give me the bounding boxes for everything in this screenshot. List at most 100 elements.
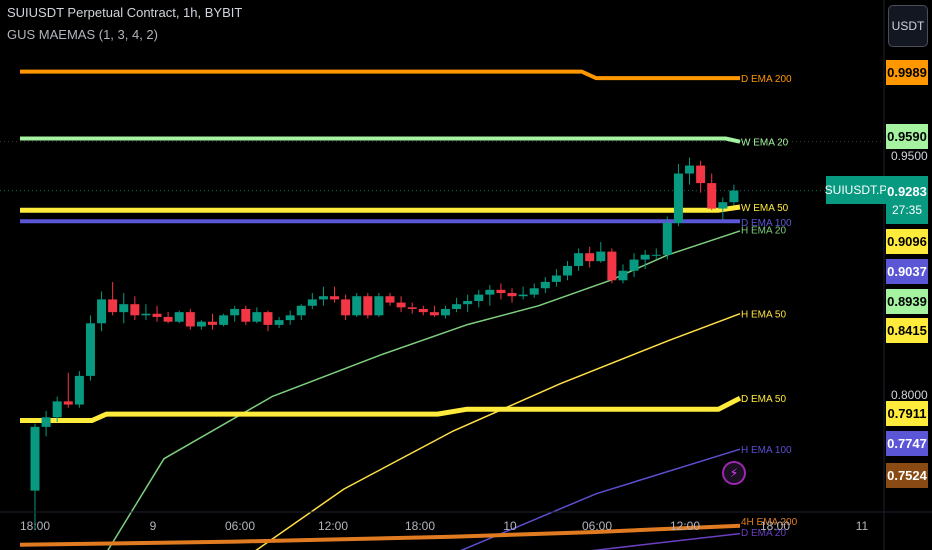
candle-body [396, 302, 406, 308]
y-tick-label: 0.8000 [891, 388, 928, 402]
candle-body [496, 289, 506, 294]
candle-body [85, 323, 95, 376]
candle-body [618, 270, 628, 281]
line-name-label: H EMA 100 [741, 445, 792, 456]
candle-body [108, 299, 118, 313]
candle-body [152, 313, 162, 317]
last-price-value: 0.9283 [887, 183, 927, 199]
candle-body [185, 312, 195, 327]
x-tick-label: 18:00 [760, 519, 790, 533]
symbol-price-label: SUIUSDT.P [825, 176, 887, 204]
line-name-label: D EMA 200 [741, 74, 792, 85]
currency-button[interactable]: USDT [888, 5, 928, 47]
candle-body [629, 259, 639, 271]
candle-body [318, 296, 328, 300]
candle-body [208, 321, 217, 325]
price-tag-w-ema-20: 0.9590 [886, 124, 928, 149]
x-tick-label: 9 [150, 519, 157, 533]
price-tag-d-ema-100: 0.9037 [886, 259, 928, 284]
chart-title[interactable]: SUIUSDT Perpetual Contract, 1h, BYBIT [7, 5, 243, 20]
candle-body [119, 304, 129, 313]
x-tick-label: 06:00 [582, 519, 612, 533]
x-tick-label: 12:00 [670, 519, 700, 533]
candle-body [141, 313, 151, 316]
candle-body [529, 288, 539, 295]
candle-body [219, 315, 229, 325]
ema-line-4h-ema-200 [19, 523, 741, 547]
candle-body [673, 173, 683, 223]
ema-line-d-ema-50 [20, 395, 742, 423]
candle-body [563, 265, 572, 276]
candle-body [196, 321, 206, 327]
candle-body [252, 312, 262, 322]
indicator-label[interactable]: GUS MAEMAS (1, 3, 4, 2) [7, 27, 158, 42]
candle-body [97, 299, 107, 324]
candle-body [307, 299, 317, 306]
price-tag-w-ema-50: 0.9096 [886, 229, 928, 254]
candle-body [452, 304, 462, 309]
ema-line-d-ema-200 [20, 69, 740, 81]
line-name-label: D EMA 50 [741, 394, 786, 405]
x-tick-label: 06:00 [225, 519, 255, 533]
candle-body [651, 254, 661, 256]
line-name-label: D EMA 20 [741, 528, 786, 539]
candle-body [640, 254, 650, 260]
price-tag-h-ema-20: 0.8939 [886, 289, 928, 314]
ema-line-h-ema-20 [107, 230, 741, 550]
candle-body [374, 296, 384, 316]
candle-body [607, 251, 617, 281]
candle-body [518, 294, 528, 297]
candle-body [585, 253, 595, 262]
candle-body [729, 190, 739, 203]
ema-line-h-ema-50 [255, 312, 741, 550]
ema-line-d-ema-20 [590, 532, 741, 550]
candle-body [130, 304, 140, 316]
x-tick-label: 18:00 [20, 519, 50, 533]
candle-body [330, 296, 340, 300]
candle-body [463, 300, 473, 305]
price-tag-4h-ema-200: 0.7524 [886, 463, 928, 488]
candle-body [574, 253, 584, 266]
candle-body [718, 202, 728, 209]
candle-body [540, 281, 550, 289]
price-tag-d-ema-200: 0.9989 [886, 60, 928, 85]
candle-body [63, 401, 73, 405]
candle-body [474, 294, 484, 301]
candle-body [385, 296, 395, 303]
candle-body [662, 222, 672, 255]
line-name-label: D EMA 100 [741, 218, 792, 229]
candle-body [418, 308, 428, 313]
line-name-label: W EMA 20 [741, 138, 789, 149]
candle-body [352, 296, 362, 316]
line-name-label: H EMA 20 [741, 225, 786, 236]
candle-body [507, 293, 517, 297]
candle-body [363, 296, 373, 316]
y-tick-label: 0.9500 [891, 149, 928, 163]
ema-line-w-ema-50 [20, 204, 741, 213]
bar-countdown: 27:35 [891, 202, 923, 217]
line-name-label: H EMA 50 [741, 310, 786, 321]
candle-body [263, 312, 273, 325]
last-price-tag: 0.9283 27:35 [886, 176, 928, 224]
candle-body [241, 308, 251, 322]
line-name-label: W EMA 50 [741, 203, 789, 214]
candle-body [30, 426, 40, 491]
x-tick-label: 11 [856, 519, 869, 533]
line-name-label: 4H EMA 200 [741, 517, 798, 528]
candle-body [74, 375, 84, 405]
candle-body [341, 299, 351, 316]
candle-body [407, 307, 417, 309]
x-tick-label: 18:00 [405, 519, 435, 533]
candle-body [429, 312, 439, 316]
candle-body [707, 183, 717, 209]
lightning-icon[interactable]: ⚡ [722, 461, 746, 485]
candle-body [41, 417, 51, 427]
candle-body [551, 275, 561, 282]
candle-body [440, 308, 450, 316]
price-tag-d-ema-50: 0.7911 [886, 401, 928, 426]
candle-body [163, 316, 173, 322]
x-tick-label: 12:00 [318, 519, 348, 533]
candle-body [485, 289, 495, 295]
